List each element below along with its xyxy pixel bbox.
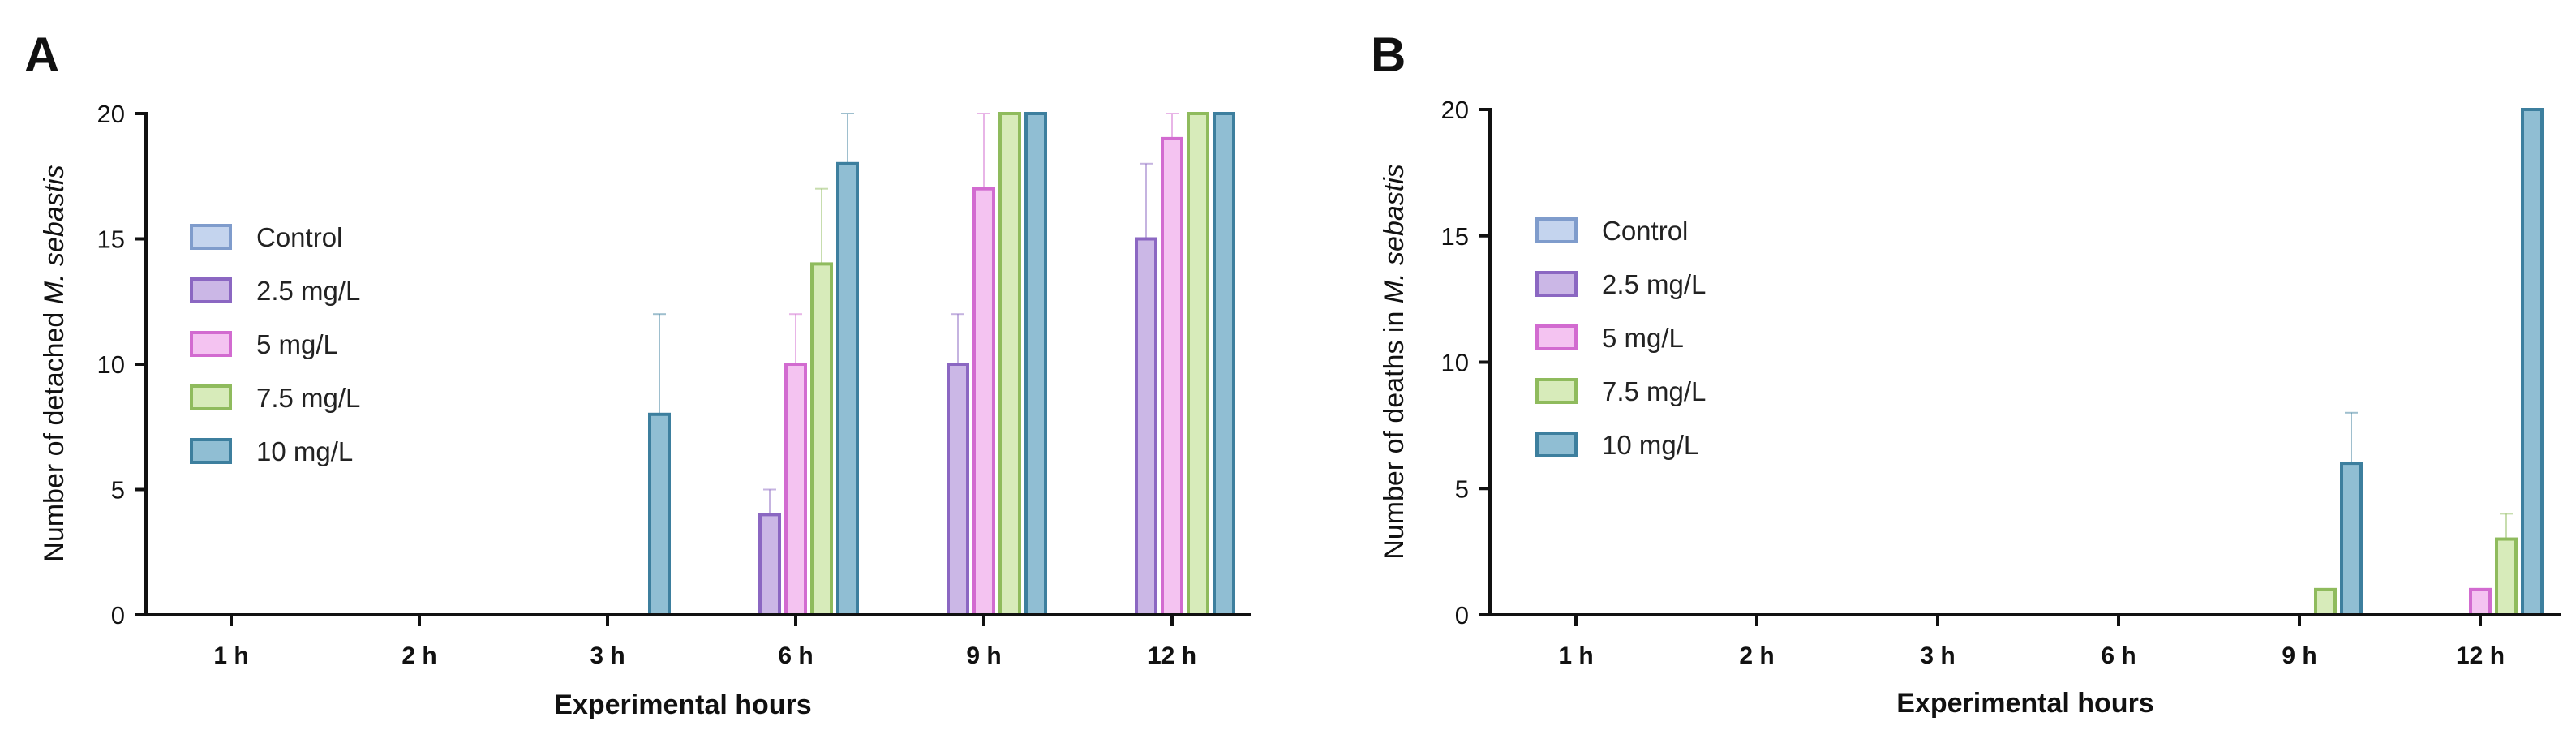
bar <box>1187 112 1209 616</box>
legend-label: 10 mg/L <box>256 436 353 466</box>
bar <box>972 187 995 616</box>
panel-a-x-axis-title: Experimental hours <box>554 689 811 720</box>
panel-b-chart: 0 5 10 15 20 1 h 2 h 3 h 6 h 9 h 12 h Experimental … <box>1379 96 2561 719</box>
bar <box>2495 537 2518 616</box>
bar <box>810 262 833 616</box>
x-tick-label: 12 h <box>1148 642 1196 669</box>
legend-swatch <box>190 438 232 464</box>
x-tick-label: 6 h <box>778 642 813 669</box>
legend-swatch <box>1535 432 1578 457</box>
x-tick-label: 3 h <box>590 642 625 669</box>
bar <box>1135 237 1157 616</box>
panel-b-x-axis-title: Experimental hours <box>1896 688 2153 719</box>
y-tick-label: 5 <box>1455 475 1469 503</box>
legend-label: 2.5 mg/L <box>256 276 360 306</box>
x-tick-label: 6 h <box>2101 642 2136 669</box>
legend-label: 7.5 mg/L <box>1602 376 1706 406</box>
y-axis-title-text: Number of detached <box>39 304 70 562</box>
bar <box>1213 112 1235 616</box>
y-tick-label: 10 <box>1441 349 1469 377</box>
x-tick-label: 9 h <box>966 642 1001 669</box>
legend-swatch <box>1535 271 1578 297</box>
x-tick-label: 2 h <box>401 642 436 669</box>
bar <box>2469 587 2492 616</box>
bar <box>2314 587 2337 616</box>
legend-label: 10 mg/L <box>1602 430 1698 460</box>
legend-swatch <box>190 384 232 410</box>
legend-label: 2.5 mg/L <box>1602 269 1706 299</box>
y-tick-label: 0 <box>111 601 125 629</box>
x-tick-label: 9 h <box>2282 642 2316 669</box>
x-tick-label: 1 h <box>1558 642 1593 669</box>
legend-label: Control <box>256 222 342 252</box>
y-tick-label: 10 <box>97 350 125 379</box>
y-axis-title-species: M. sebastis <box>39 165 70 304</box>
bar <box>947 363 969 616</box>
legend-swatch <box>1535 217 1578 243</box>
y-axis-title-species: M. sebastis <box>1379 164 1410 303</box>
y-tick-label: 15 <box>97 225 125 254</box>
y-tick-label: 0 <box>1455 601 1469 629</box>
panel-b-y-axis-title: Number of deaths in M. sebastis <box>1379 164 1410 560</box>
bar <box>648 412 671 616</box>
legend-swatch <box>190 224 232 250</box>
bar <box>998 112 1021 616</box>
legend-swatch <box>1535 378 1578 404</box>
y-tick-label: 20 <box>1441 96 1469 124</box>
bar <box>1024 112 1047 616</box>
bar <box>2340 462 2363 616</box>
legend-swatch <box>190 277 232 303</box>
bar <box>784 363 807 616</box>
bar <box>1161 136 1183 616</box>
panel-a-y-axis-title: Number of detached M. sebastis <box>39 165 70 561</box>
y-axis-title-text: Number of deaths in <box>1379 303 1410 560</box>
legend-swatch <box>1535 324 1578 350</box>
legend-label: 7.5 mg/L <box>256 383 360 413</box>
y-tick-label: 15 <box>1441 222 1469 251</box>
legend-label: 5 mg/L <box>256 329 338 359</box>
x-tick-label: 12 h <box>2456 642 2505 669</box>
legend-swatch <box>190 331 232 357</box>
legend-label: 5 mg/L <box>1602 323 1684 353</box>
panel-b-letter: B <box>1371 28 1406 82</box>
panel-a-letter: A <box>24 28 59 82</box>
x-tick-label: 2 h <box>1739 642 1774 669</box>
y-tick-label: 20 <box>97 100 125 128</box>
bar <box>2521 108 2544 616</box>
y-tick-label: 5 <box>111 476 125 505</box>
x-tick-label: 3 h <box>1920 642 1955 669</box>
panel-a-chart: 0 5 10 15 20 1 h 2 h 3 h 6 h 9 h 12 h Experimental … <box>39 100 1251 720</box>
bar <box>758 513 781 617</box>
legend-label: Control <box>1602 216 1688 246</box>
bar <box>836 161 859 617</box>
x-tick-label: 1 h <box>213 642 248 669</box>
